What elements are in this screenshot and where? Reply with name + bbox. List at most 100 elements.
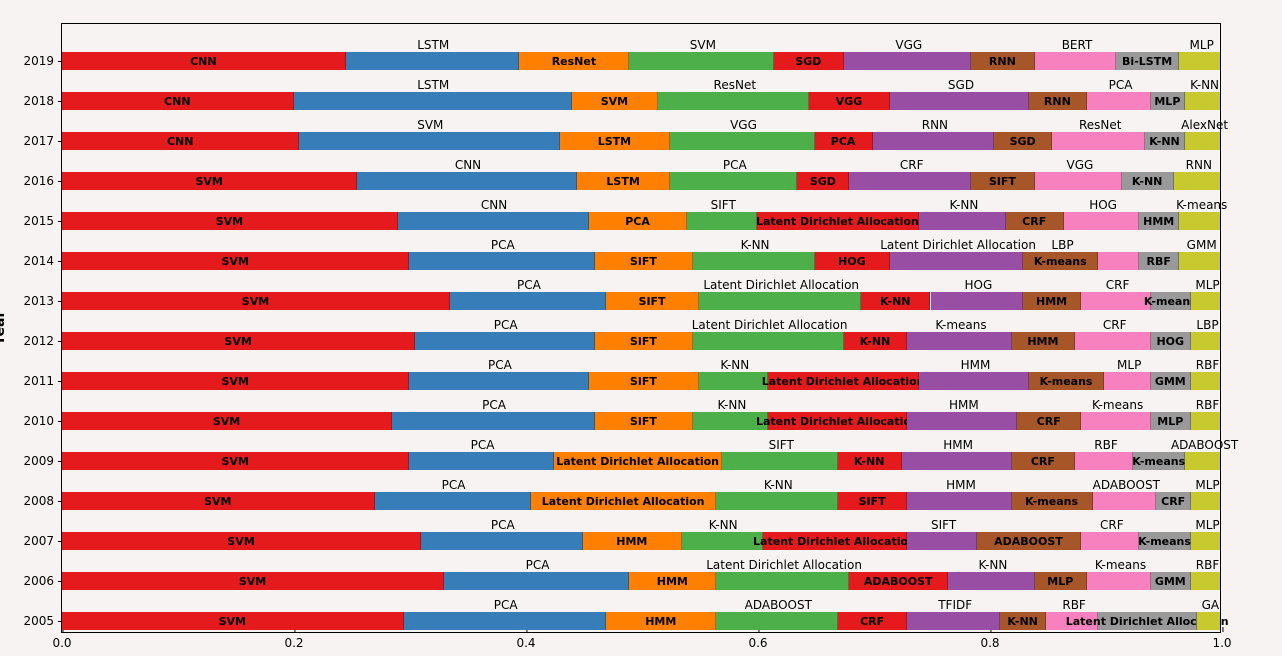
bar-segment: K-NN <box>1145 132 1186 150</box>
bar-segment: MLP <box>1151 92 1186 110</box>
top-label: HOG <box>965 278 993 292</box>
bar-segment <box>1081 292 1150 310</box>
bar-segment <box>658 92 809 110</box>
segment-label: Latent Dirichlet Allocation <box>753 535 916 548</box>
bar-segment <box>1191 412 1220 430</box>
top-label: GMM <box>1187 238 1217 252</box>
bar-segment: LSTM <box>560 132 670 150</box>
bar-segment <box>398 212 589 230</box>
segment-label: CRF <box>860 615 884 628</box>
y-tick: 2017 <box>23 134 62 148</box>
bar-segment: SIFT <box>595 252 693 270</box>
x-tick: 0.8 <box>980 632 999 650</box>
bar-segment <box>907 612 1000 630</box>
segment-label: RNN <box>989 55 1016 68</box>
bar-segment: CRF <box>1006 212 1064 230</box>
segment-label: Bi-LSTM <box>1122 55 1172 68</box>
x-tick: 0.2 <box>284 632 303 650</box>
bar-segment: ADABOOST <box>977 532 1081 550</box>
bar-segment <box>948 572 1035 590</box>
bar-segment: K-means <box>1029 372 1104 390</box>
y-tick: 2014 <box>23 254 62 268</box>
chart-container: Year 0.00.20.40.60.81.02019LSTMSVMVGGBER… <box>0 0 1282 656</box>
segment-label: MLP <box>1047 575 1073 588</box>
top-label: K-means <box>1092 398 1143 412</box>
segment-label: CRF <box>1161 495 1185 508</box>
top-label: MLP <box>1195 278 1219 292</box>
top-label: PCA <box>494 318 518 332</box>
bar-segment <box>699 372 768 390</box>
bar-segment: HMM <box>1023 292 1081 310</box>
top-label: PCA <box>517 278 541 292</box>
bar-segment <box>716 572 849 590</box>
bar-segment: GMM <box>1151 572 1192 590</box>
bar-segment <box>299 132 560 150</box>
bar-segment: HMM <box>606 612 716 630</box>
bar-segment: HMM <box>1012 332 1076 350</box>
bar-segment: K-means <box>1133 452 1185 470</box>
bar-segment: CRF <box>1017 412 1081 430</box>
segment-label: CNN <box>190 55 217 68</box>
top-label: HMM <box>943 438 973 452</box>
segment-label: HMM <box>1143 215 1174 228</box>
top-label: PCA <box>442 478 466 492</box>
bar-segment <box>357 172 577 190</box>
bar-top-labels: PCAK-NNHMMADABOOSTMLP <box>62 478 1220 492</box>
segment-label: K-means <box>1144 295 1197 308</box>
top-label: SIFT <box>711 198 736 212</box>
bar-top-labels: CNNSIFTK-NNHOGK-means <box>62 198 1220 212</box>
bar-segment: SVM <box>62 372 409 390</box>
bar-segment: RNN <box>1029 92 1087 110</box>
segment-label: K-NN <box>1149 135 1180 148</box>
bar-segment <box>873 132 995 150</box>
top-label: RBF <box>1196 358 1219 372</box>
top-label: CRF <box>1106 278 1130 292</box>
bar-segment <box>670 132 815 150</box>
segment-label: SIFT <box>630 255 657 268</box>
bar-row: SVMSIFTLatent Dirichlet AllocationCRFMLP <box>62 412 1220 430</box>
segment-label: GMM <box>1155 575 1186 588</box>
bar-row: CNNResNetSGDRNNBi-LSTM <box>62 52 1220 70</box>
bar-segment: SGD <box>797 172 849 190</box>
segment-label: SIFT <box>630 335 657 348</box>
top-label: VGG <box>895 38 922 52</box>
segment-label: K-means <box>1034 255 1087 268</box>
bar-segment <box>1174 172 1220 190</box>
bar-segment <box>682 532 763 550</box>
bar-segment: CRF <box>1156 492 1191 510</box>
top-label: K-NN <box>949 198 978 212</box>
segment-label: K-NN <box>1132 175 1163 188</box>
segment-label: Latent Dirichlet Allocation <box>756 415 919 428</box>
bar-row: SVMSIFTK-NNHMMHOG <box>62 332 1220 350</box>
segment-label: Latent Dirichlet Allocation <box>542 495 705 508</box>
y-tick: 2008 <box>23 494 62 508</box>
segment-label: SVM <box>222 255 249 268</box>
top-label: K-NN <box>1190 78 1219 92</box>
x-tick: 0.4 <box>516 632 535 650</box>
top-label: PCA <box>482 398 506 412</box>
bar-segment <box>1179 52 1220 70</box>
segment-label: K-means <box>1132 455 1185 468</box>
top-label: LBP <box>1051 238 1073 252</box>
bar-top-labels: PCALatent Dirichlet AllocationK-NNK-mean… <box>62 558 1220 572</box>
top-label: SVM <box>417 118 443 132</box>
bar-row: SVMLSTMSGDSIFTK-NN <box>62 172 1220 190</box>
x-tick: 0.0 <box>52 632 71 650</box>
bar-segment <box>409 372 588 390</box>
top-label: K-NN <box>709 518 738 532</box>
bar-segment: SVM <box>62 292 450 310</box>
segment-label: K-means <box>1138 535 1191 548</box>
segment-label: CNN <box>164 95 191 108</box>
top-label: PCA <box>494 598 518 612</box>
top-label: RBF <box>1196 558 1219 572</box>
bar-row: SVMHMMADABOOSTMLPGMM <box>62 572 1220 590</box>
bar-segment <box>931 292 1024 310</box>
segment-label: K-NN <box>1007 615 1038 628</box>
bar-top-labels: PCAK-NNHMMK-meansRBF <box>62 398 1220 412</box>
bar-segment: K-NN <box>1000 612 1046 630</box>
segment-label: SVM <box>219 615 246 628</box>
bar-segment: K-NN <box>1122 172 1174 190</box>
top-label: MLP <box>1190 38 1214 52</box>
bar-top-labels: PCASIFTHMMRBFADABOOST <box>62 438 1220 452</box>
bar-segment <box>1035 172 1122 190</box>
